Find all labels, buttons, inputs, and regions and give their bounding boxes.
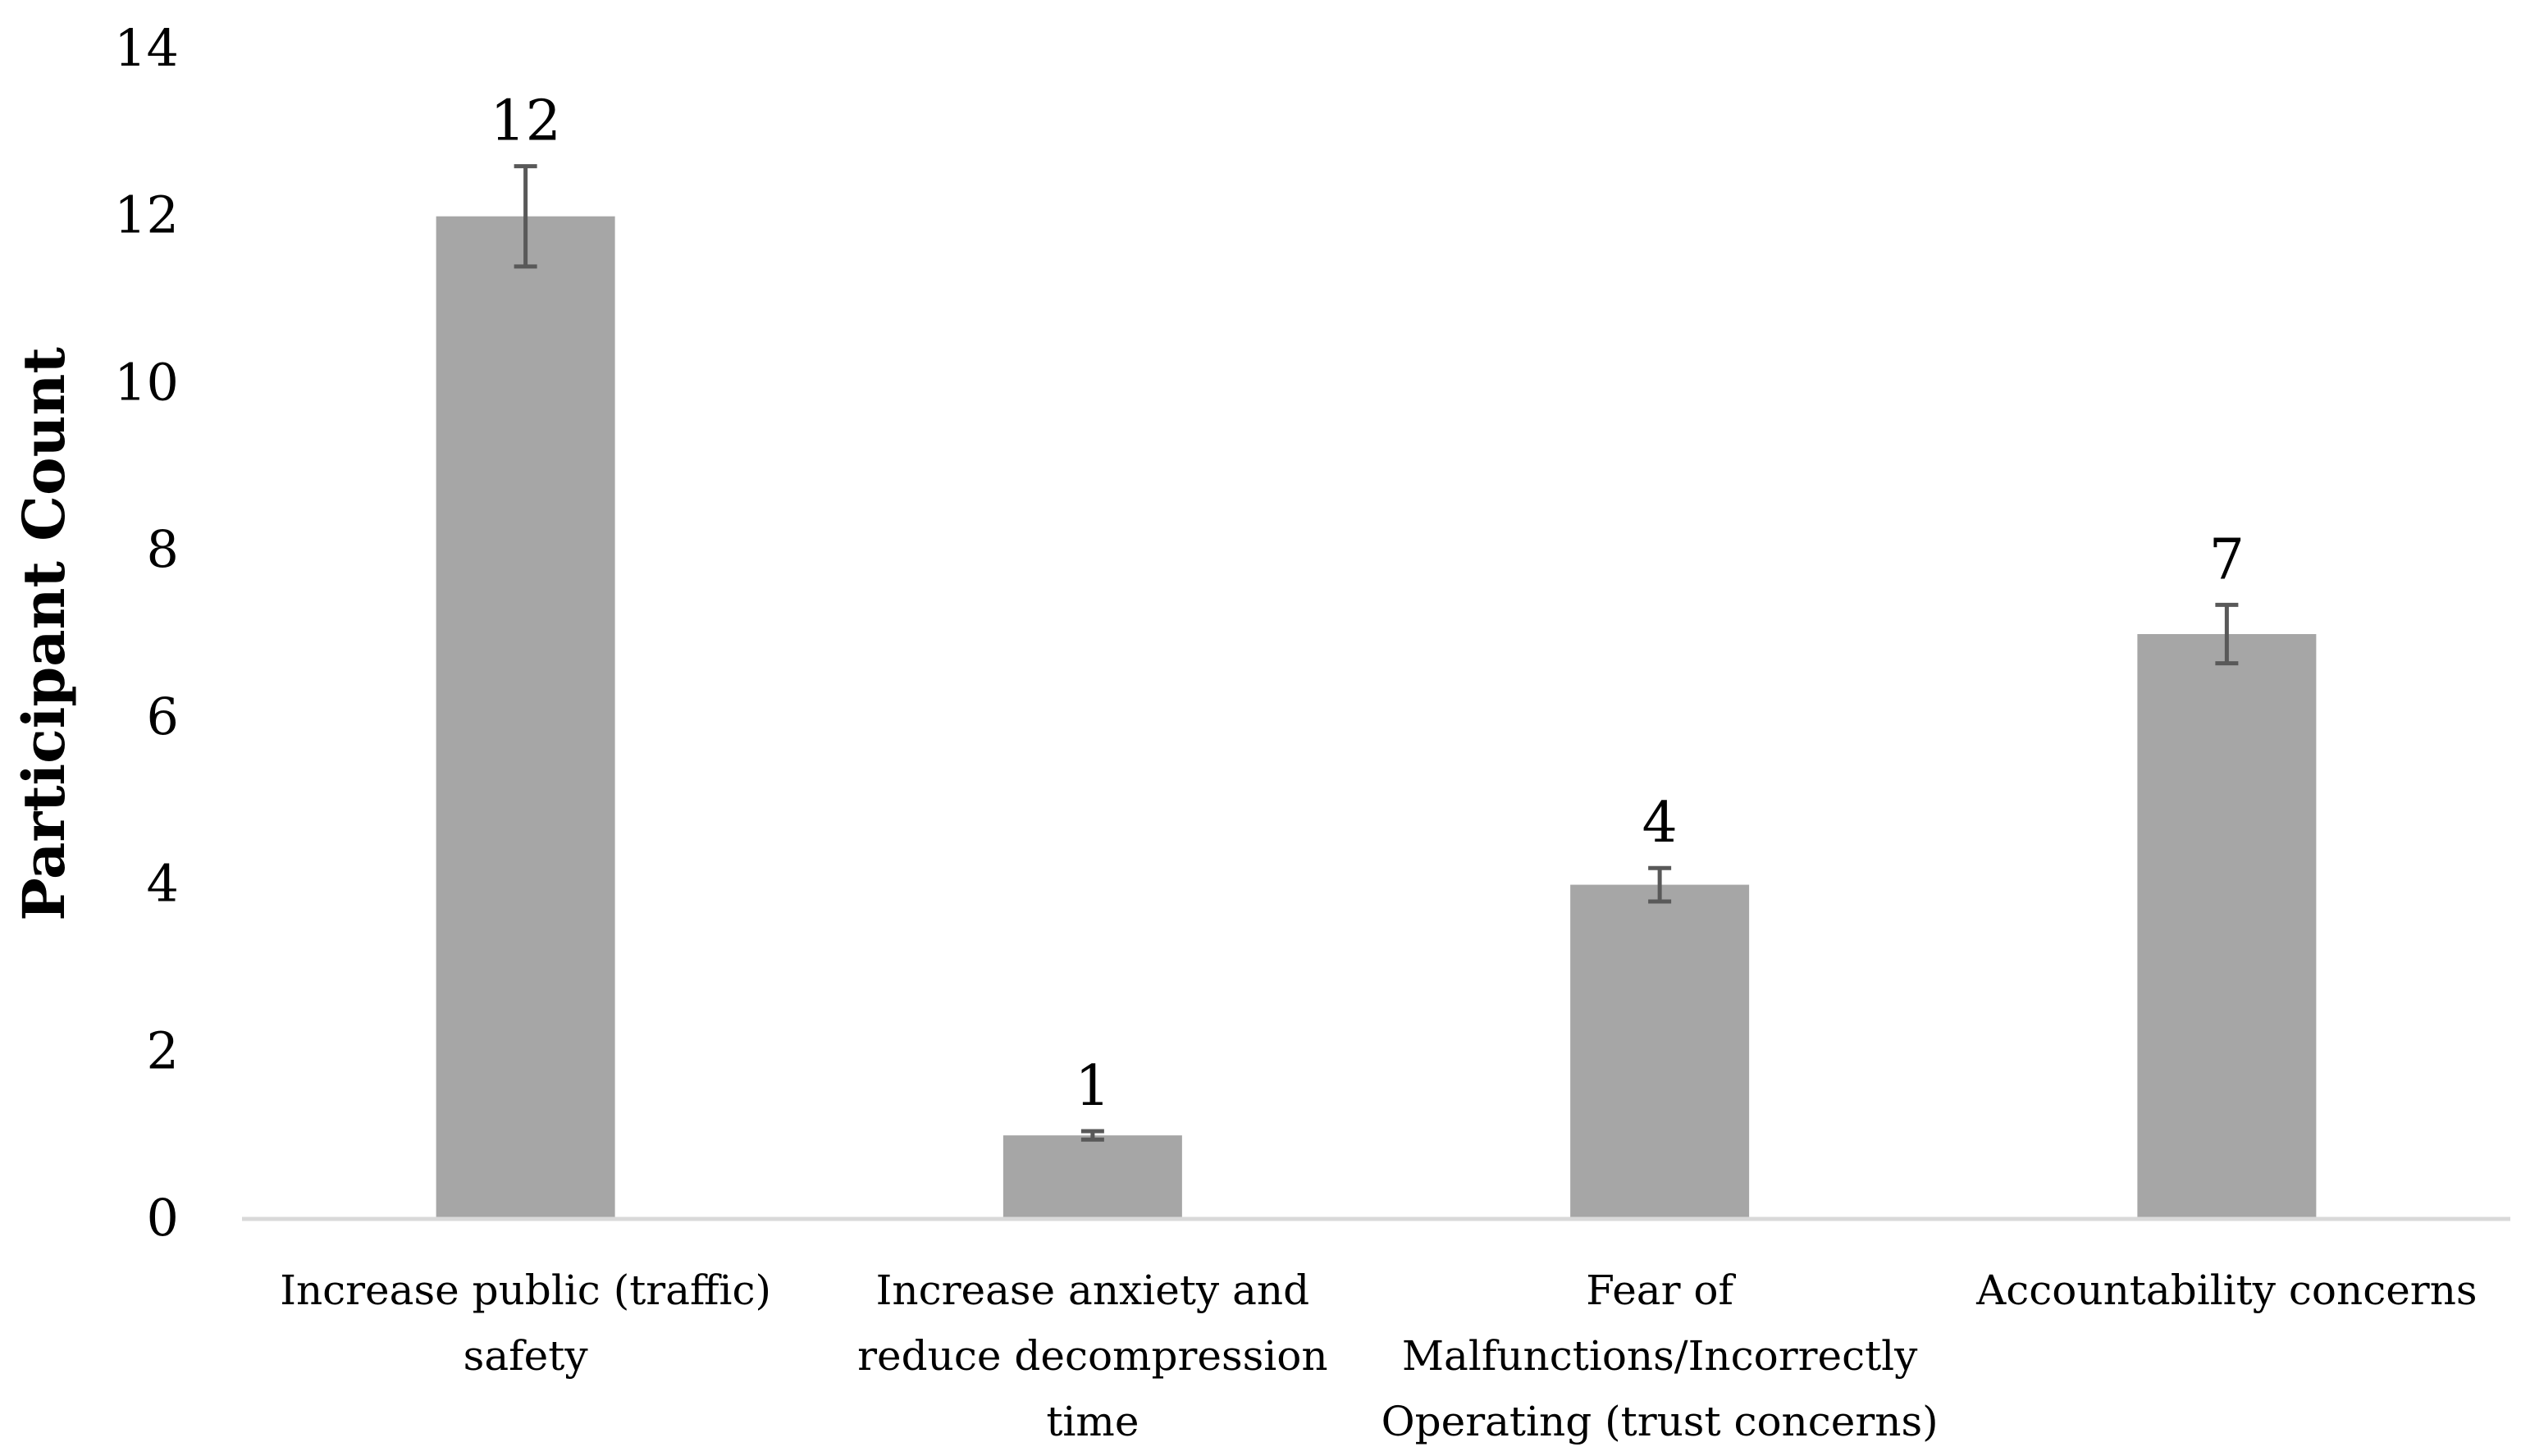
bars [436,216,2317,1219]
y-tick-label: 8 [147,519,179,579]
y-axis-ticks: 0 2 4 6 8 10 12 14 [114,18,179,1248]
data-label: 12 [490,89,561,154]
bar [436,216,615,1219]
y-tick-label: 14 [114,18,179,78]
x-tick-label: Increase anxiety and [876,1267,1309,1314]
bar [2137,634,2317,1219]
y-tick-label: 10 [114,352,179,412]
data-label: 1 [1075,1054,1110,1119]
data-labels: 12 1 4 7 [490,89,2245,1119]
x-tick-label: reduce decompression [857,1332,1327,1380]
data-label: 4 [1642,791,1677,856]
x-tick-label: Operating (trust concerns) [1382,1398,1939,1445]
error-bar [1648,865,1672,904]
bar [1002,1135,1182,1219]
category-labels: Increase public (traffic) safety Increase … [280,1267,2477,1445]
error-bar [1080,1129,1104,1142]
data-label: 7 [2209,527,2245,592]
y-axis-title: Participant Count [10,347,78,921]
y-tick-label: 6 [147,687,179,746]
x-tick-label: Accountability concerns [1975,1267,2477,1314]
error-bars [514,164,2239,1142]
bar [1570,884,1750,1219]
y-tick-label: 4 [147,854,179,914]
x-tick-label: Fear of [1586,1267,1736,1314]
y-tick-label: 12 [114,185,179,245]
x-tick-label: safety [464,1332,589,1380]
error-bar [2215,602,2239,666]
y-tick-label: 2 [147,1020,179,1080]
x-tick-label: time [1046,1398,1139,1445]
y-tick-label: 0 [147,1188,179,1248]
x-tick-label: Malfunctions/Incorrectly [1402,1332,1918,1380]
x-tick-label: Increase public (traffic) [280,1267,771,1314]
error-bar [514,164,537,269]
